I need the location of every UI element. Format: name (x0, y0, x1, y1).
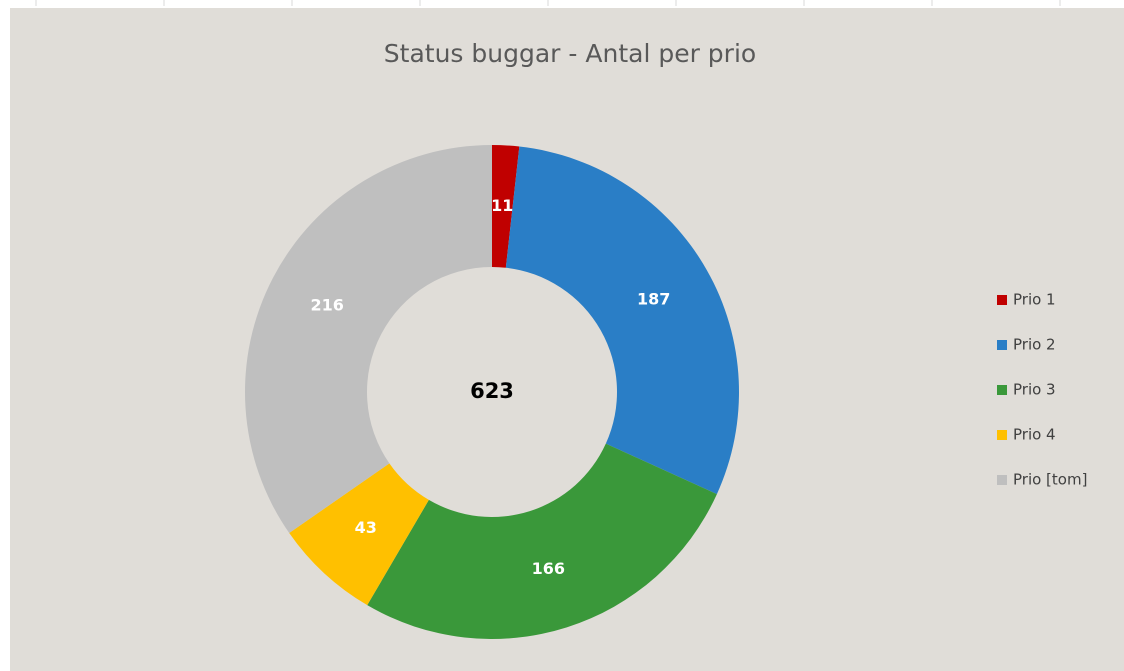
legend-label: Prio 3 (1013, 381, 1056, 399)
chart-title: Status buggar - Antal per prio (384, 39, 756, 68)
data-label: 166 (532, 559, 565, 578)
donut-slice (505, 146, 740, 495)
data-label: 43 (355, 518, 377, 537)
legend-swatch (997, 385, 1007, 395)
donut-slice (244, 144, 492, 534)
legend-swatch (997, 430, 1007, 440)
legend-label: Prio 1 (1013, 291, 1056, 309)
data-label: 11 (491, 196, 513, 215)
data-label: 187 (637, 290, 670, 309)
legend-swatch (997, 340, 1007, 350)
sheet-grid (35, 0, 1061, 6)
center-label: 623 (470, 379, 514, 403)
legend-label: Prio 4 (1013, 426, 1056, 444)
data-label: 216 (310, 295, 343, 314)
donut-slice (492, 145, 520, 268)
donut-slice (289, 463, 429, 606)
donut-slice (367, 443, 717, 640)
legend-label: Prio [tom] (1013, 471, 1087, 489)
legend-label: Prio 2 (1013, 336, 1056, 354)
legend-swatch (997, 295, 1007, 305)
legend-swatch (997, 475, 1007, 485)
